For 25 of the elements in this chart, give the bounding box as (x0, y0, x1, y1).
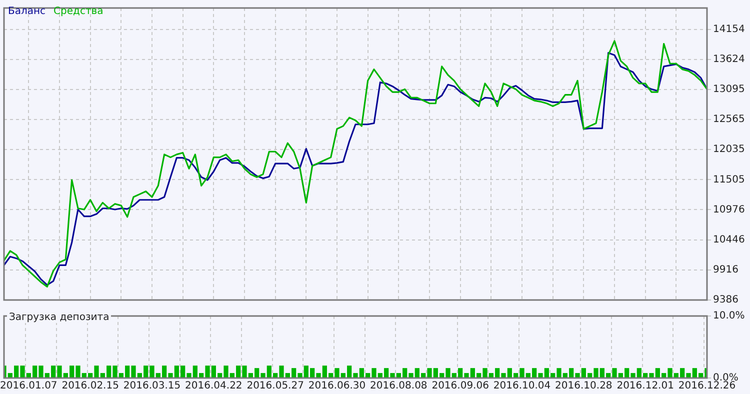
y-tick-label: 12565 (713, 114, 745, 126)
y-tick-label: 13095 (713, 84, 745, 96)
y-tick-label: 9386 (713, 294, 738, 306)
y-tick-label: 10446 (713, 234, 745, 246)
x-tick-label: 2016.08.08 (370, 380, 428, 392)
x-tick-label: 2016.10.04 (493, 380, 551, 392)
x-tick-label: 2016.12.01 (616, 380, 674, 392)
chart-title: Загрузка депозита (7, 312, 112, 323)
x-tick-label: 2016.06.30 (308, 380, 366, 392)
x-tick-label: 2016.10.28 (555, 380, 612, 392)
text: Средства (54, 6, 104, 17)
y-tick-label: 12035 (713, 144, 745, 156)
y-tick-label: 10976 (713, 204, 745, 216)
text: Баланс (8, 6, 46, 17)
y-tick-label: 9916 (713, 264, 738, 276)
x-tick-label: 2016.09.06 (432, 380, 489, 392)
x-tick-label: 2016.02.15 (62, 380, 119, 392)
y-tick-label: 14154 (713, 24, 745, 35)
y-tick-label: 11505 (713, 174, 745, 186)
x-tick-label: 2016.03.15 (123, 380, 181, 392)
y-tick-label: 13624 (713, 54, 745, 66)
x-tick-label: 2016.04.22 (185, 380, 242, 392)
y-tick-label: 10.0% (713, 310, 745, 322)
x-tick-label: 2016.01.07 (0, 380, 58, 392)
x-tick-label: 2016.05.27 (246, 380, 304, 392)
